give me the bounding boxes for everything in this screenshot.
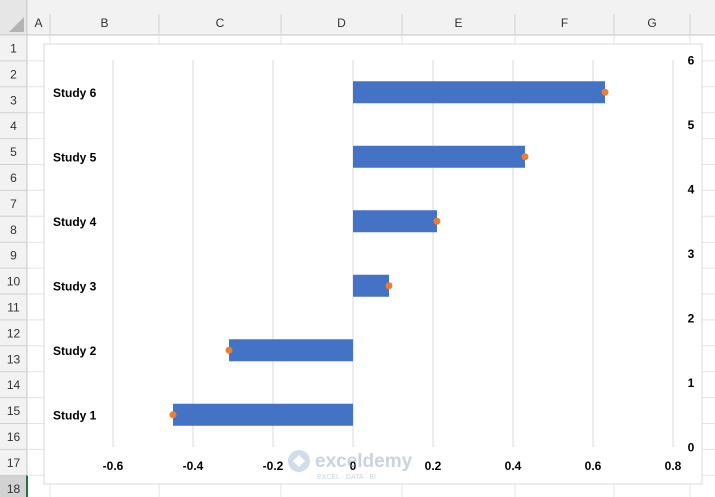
column-header-bar [0,0,715,35]
row-header-3[interactable]: 3 [10,93,17,107]
row-header-5[interactable]: 5 [10,145,17,159]
row-header-15[interactable]: 15 [7,404,21,418]
category-label: Study 4 [53,215,97,229]
row-header-17[interactable]: 17 [7,456,21,470]
select-all-triangle-icon [9,17,24,32]
x-tick-label: 0.8 [665,459,682,473]
bar[interactable] [173,403,353,426]
column-header-d[interactable]: D [337,16,346,30]
chart-area[interactable] [43,43,703,485]
column-header-g[interactable]: G [647,16,656,30]
column-header-c[interactable]: C [216,16,225,30]
watermark-logo: exceldemy EXCEL · DATA · BI [288,450,413,481]
point-series[interactable] [169,88,609,419]
bar[interactable] [353,274,389,297]
active-row-highlight [0,475,27,497]
row-header-8[interactable]: 8 [10,223,17,237]
category-label: Study 6 [53,86,97,100]
y2-tick-label: 4 [688,183,695,197]
gridlines [112,60,674,447]
row-header-14[interactable]: 14 [7,378,21,392]
row-header-11[interactable]: 11 [7,300,20,314]
column-headers: A B C D E F G [34,14,691,35]
x-tick-label: -0.2 [263,459,284,473]
bar[interactable] [353,81,605,104]
x-tick-label: 0.4 [505,459,522,473]
row-header-18[interactable]: 18 [7,482,21,496]
column-header-a[interactable]: A [34,16,42,30]
x-axis-tick-labels: -0.6 -0.4 -0.2 0 0.2 0.4 0.6 0.8 [103,459,682,473]
bar[interactable] [353,210,437,233]
row-header-1[interactable]: 1 [10,41,17,55]
watermark-emblem-mark [293,455,305,467]
column-header-f[interactable]: F [561,16,568,30]
bar-series[interactable] [173,81,605,426]
y2-tick-label: 2 [688,312,695,326]
category-label: Study 3 [53,279,97,293]
data-point[interactable] [225,346,233,354]
column-header-b[interactable]: B [100,16,108,30]
x-tick-label: -0.6 [103,459,124,473]
y2-tick-label: 1 [688,376,695,390]
x-tick-label: 0.2 [425,459,442,473]
bar[interactable] [353,145,525,168]
row-header-10[interactable]: 10 [7,275,21,289]
bar[interactable] [229,339,353,362]
column-header-e[interactable]: E [454,16,462,30]
y2-tick-label: 3 [688,247,695,261]
row-header-7[interactable]: 7 [10,197,17,211]
row-header-9[interactable]: 9 [10,249,17,263]
category-label: Study 1 [53,408,97,422]
data-point[interactable] [169,411,177,419]
watermark-name: exceldemy [315,451,413,472]
category-label: Study 5 [53,150,97,164]
row-header-bar [0,0,27,497]
y2-tick-label: 0 [688,441,695,455]
data-point[interactable] [601,88,609,96]
category-label: Study 2 [53,344,97,358]
y2-tick-label: 5 [688,118,695,132]
y2-tick-label: 6 [688,54,695,68]
row-header-12[interactable]: 12 [7,326,21,340]
row-header-2[interactable]: 2 [10,67,17,81]
data-point[interactable] [433,217,441,225]
row-header-4[interactable]: 4 [10,119,17,133]
watermark-emblem-icon [288,450,310,472]
category-axis-labels: Study 1 Study 2 Study 3 Study 4 Study 5 Study… [53,86,97,423]
row-header-6[interactable]: 6 [10,171,17,185]
x-tick-label: 0.6 [585,459,602,473]
x-tick-label: -0.4 [183,459,204,473]
row-header-13[interactable]: 13 [7,352,21,366]
secondary-y-axis-tick-labels: 0 1 2 3 4 5 6 [688,54,695,455]
row-header-16[interactable]: 16 [7,430,21,444]
chart-object[interactable]: Study 1 Study 2 Study 3 Study 4 Study 5 Study… [43,43,703,485]
data-point[interactable] [385,282,393,290]
x-tick-label: 0 [350,459,357,473]
data-point[interactable] [521,153,529,161]
watermark-tagline: EXCEL · DATA · BI [317,474,376,481]
